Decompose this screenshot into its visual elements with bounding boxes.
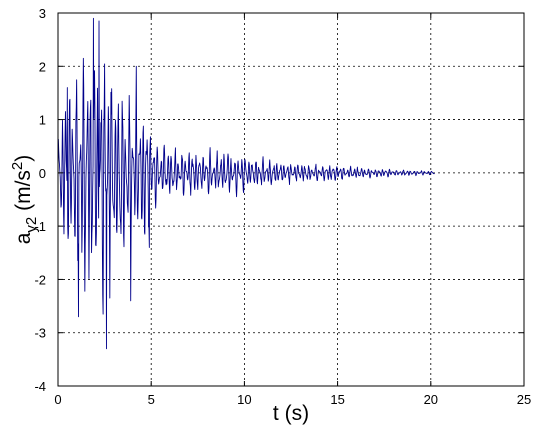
grid (58, 13, 524, 386)
x-tick-label: 20 (424, 392, 438, 407)
y-tick-label: -1 (34, 219, 46, 234)
x-axis-label: t (s) (273, 402, 309, 425)
acceleration-series-line (57, 17, 435, 350)
x-tick-label: 10 (237, 392, 251, 407)
y-axis-label: ay2 (m/s2) (9, 155, 40, 245)
y-tick-label: 3 (39, 6, 46, 21)
x-tick-label: 15 (330, 392, 344, 407)
y-axis-label-close: ) (12, 155, 35, 162)
x-tick-label: 25 (517, 392, 531, 407)
x-tick-label: 5 (148, 392, 155, 407)
x-tick-label: 0 (54, 392, 61, 407)
plot-frame (57, 12, 525, 387)
y-tick-label: 2 (39, 59, 46, 74)
ticks: 0 5 10 15 20 25 -4 -3 -2 -1 0 1 2 3 (34, 6, 531, 407)
y-tick-label: -2 (34, 272, 46, 287)
y-tick-label: -4 (34, 379, 46, 394)
series-layer (57, 17, 435, 350)
y-tick-label: -3 (34, 326, 46, 341)
y-tick-label: 0 (39, 166, 46, 181)
y-axis-label-subscript: y2 (23, 217, 40, 233)
y-axis-label-unit: (m/s (12, 170, 35, 217)
y-tick-label: 1 (39, 113, 46, 128)
y-axis-label-base: a (12, 232, 35, 244)
y-axis-label-superscript: 2 (9, 162, 26, 170)
